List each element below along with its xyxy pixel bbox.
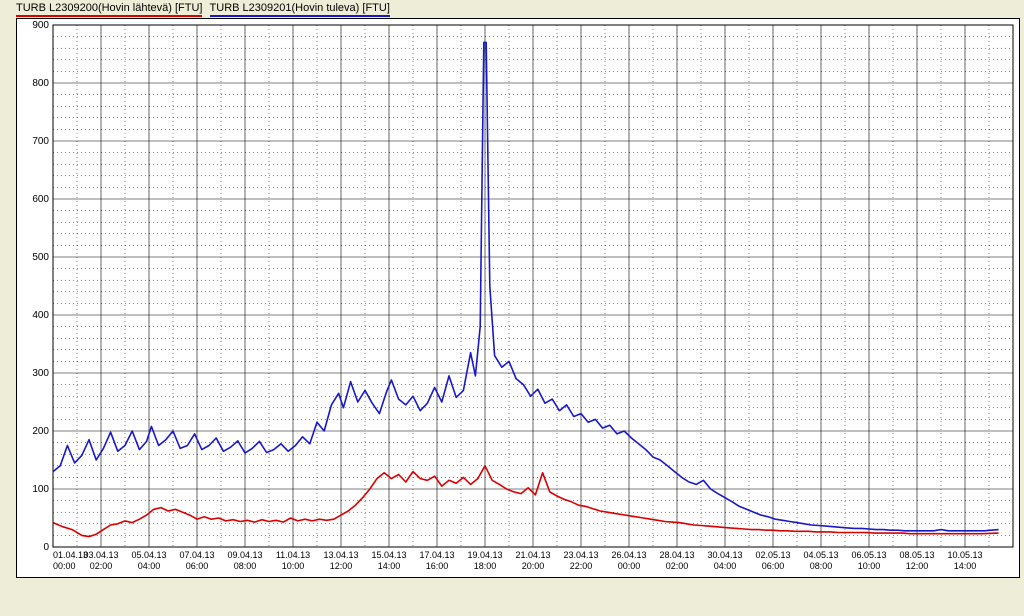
svg-text:22:00: 22:00 [570,561,593,571]
svg-text:16:00: 16:00 [426,561,449,571]
chart-legend: TURB L2309200(Hovin lähtevä) [FTU] TURB … [16,2,394,17]
svg-text:06:00: 06:00 [186,561,209,571]
svg-text:200: 200 [32,426,49,437]
svg-text:700: 700 [32,136,49,147]
svg-text:18:00: 18:00 [474,561,497,571]
svg-text:30.04.13: 30.04.13 [707,550,742,560]
svg-text:08:00: 08:00 [810,561,833,571]
svg-text:05.04.13: 05.04.13 [131,550,166,560]
svg-text:02:00: 02:00 [90,561,113,571]
svg-text:26.04.13: 26.04.13 [611,550,646,560]
legend-item-2: TURB L2309201(Hovin tuleva) [FTU] [210,2,390,17]
svg-text:800: 800 [32,78,49,89]
chart-container: 010020030040050060070080090001.04.1300:0… [16,18,1020,578]
svg-text:13.04.13: 13.04.13 [323,550,358,560]
svg-text:300: 300 [32,368,49,379]
svg-text:08:00: 08:00 [234,561,257,571]
svg-text:10.05.13: 10.05.13 [947,550,982,560]
svg-text:15.04.13: 15.04.13 [371,550,406,560]
svg-text:17.04.13: 17.04.13 [419,550,454,560]
svg-text:07.04.13: 07.04.13 [179,550,214,560]
legend-item-1: TURB L2309200(Hovin lähtevä) [FTU] [16,2,202,17]
svg-text:19.04.13: 19.04.13 [467,550,502,560]
svg-text:06.05.13: 06.05.13 [851,550,886,560]
svg-text:21.04.13: 21.04.13 [515,550,550,560]
svg-text:900: 900 [32,20,49,31]
svg-text:28.04.13: 28.04.13 [659,550,694,560]
svg-text:600: 600 [32,194,49,205]
svg-text:04.05.13: 04.05.13 [803,550,838,560]
svg-text:14:00: 14:00 [954,561,977,571]
svg-text:14:00: 14:00 [378,561,401,571]
svg-text:04:00: 04:00 [714,561,737,571]
svg-text:400: 400 [32,310,49,321]
svg-text:09.04.13: 09.04.13 [227,550,262,560]
svg-text:10:00: 10:00 [282,561,305,571]
svg-text:10:00: 10:00 [858,561,881,571]
svg-text:06:00: 06:00 [762,561,785,571]
line-chart: 010020030040050060070080090001.04.1300:0… [17,19,1019,577]
svg-text:00:00: 00:00 [53,561,76,571]
svg-text:20:00: 20:00 [522,561,545,571]
svg-text:0: 0 [43,542,49,553]
svg-text:23.04.13: 23.04.13 [563,550,598,560]
svg-text:12:00: 12:00 [906,561,929,571]
svg-text:02:00: 02:00 [666,561,689,571]
svg-text:08.05.13: 08.05.13 [899,550,934,560]
svg-text:11.04.13: 11.04.13 [276,550,310,560]
svg-text:03.04.13: 03.04.13 [83,550,118,560]
svg-text:04:00: 04:00 [138,561,161,571]
svg-text:02.05.13: 02.05.13 [755,550,790,560]
svg-text:500: 500 [32,252,49,263]
svg-text:12:00: 12:00 [330,561,353,571]
svg-text:100: 100 [32,484,49,495]
svg-text:00:00: 00:00 [618,561,641,571]
